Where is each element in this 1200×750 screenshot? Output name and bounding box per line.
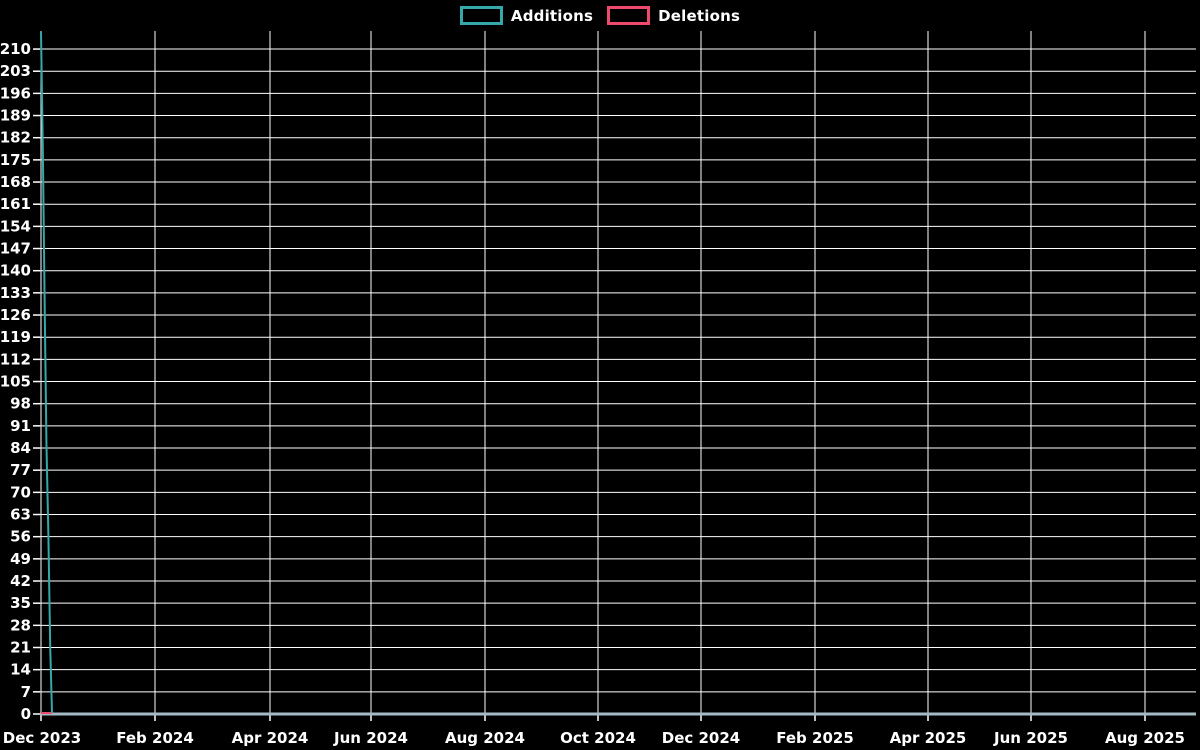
y-tick-label: 133 [0, 284, 31, 302]
y-tick-label: 91 [10, 417, 31, 435]
y-tick-label: 14 [10, 661, 31, 679]
x-tick-label: Apr 2025 [890, 729, 967, 747]
y-tick-label: 42 [10, 572, 31, 590]
y-tick-label: 189 [0, 107, 31, 125]
y-tick-label: 21 [10, 639, 31, 657]
y-tick-label: 35 [10, 594, 31, 612]
x-tick-label: Aug 2025 [1105, 729, 1185, 747]
x-tick-label: Aug 2024 [445, 729, 525, 747]
y-tick-label: 175 [0, 151, 31, 169]
x-tick-label: Jun 2025 [993, 729, 1068, 747]
y-tick-label: 77 [10, 461, 31, 479]
deletions-swatch-icon [607, 6, 651, 25]
additions-swatch-icon [459, 6, 503, 25]
y-tick-label: 210 [0, 40, 31, 58]
x-tick-label: Feb 2024 [116, 729, 194, 747]
y-tick-label: 56 [10, 528, 31, 546]
legend-item-deletions: Deletions [607, 6, 740, 25]
y-tick-label: 105 [0, 373, 31, 391]
x-tick-label: Jun 2024 [333, 729, 408, 747]
y-tick-label: 196 [0, 84, 31, 102]
y-tick-label: 161 [0, 195, 31, 213]
x-tick-label: Feb 2025 [776, 729, 854, 747]
y-tick-label: 84 [10, 439, 31, 457]
legend: Additions Deletions [0, 6, 1200, 25]
x-tick-label: Oct 2024 [560, 729, 636, 747]
y-tick-label: 168 [0, 173, 31, 191]
x-tick-label: Dec 2023 [3, 729, 82, 747]
y-tick-label: 49 [10, 550, 31, 568]
y-tick-label: 7 [21, 683, 31, 701]
legend-item-additions: Additions [459, 6, 594, 25]
y-tick-label: 182 [0, 129, 31, 147]
y-tick-label: 119 [0, 328, 31, 346]
x-tick-label: Dec 2024 [662, 729, 741, 747]
series-line-additions [40, 32, 53, 714]
y-tick-label: 28 [10, 616, 31, 634]
y-tick-label: 147 [0, 240, 31, 258]
y-tick-label: 126 [0, 306, 31, 324]
x-tick-label: Apr 2024 [232, 729, 309, 747]
y-tick-label: 112 [0, 350, 31, 368]
y-tick-label: 98 [10, 395, 31, 413]
y-tick-label: 140 [0, 262, 31, 280]
deletions-legend-label: Deletions [658, 6, 741, 25]
y-tick-label: 203 [0, 62, 31, 80]
y-tick-label: 63 [10, 506, 31, 524]
y-tick-label: 70 [10, 483, 31, 501]
y-tick-label: 154 [0, 217, 31, 235]
additions-legend-label: Additions [510, 6, 594, 25]
y-tick-label: 0 [21, 705, 31, 723]
